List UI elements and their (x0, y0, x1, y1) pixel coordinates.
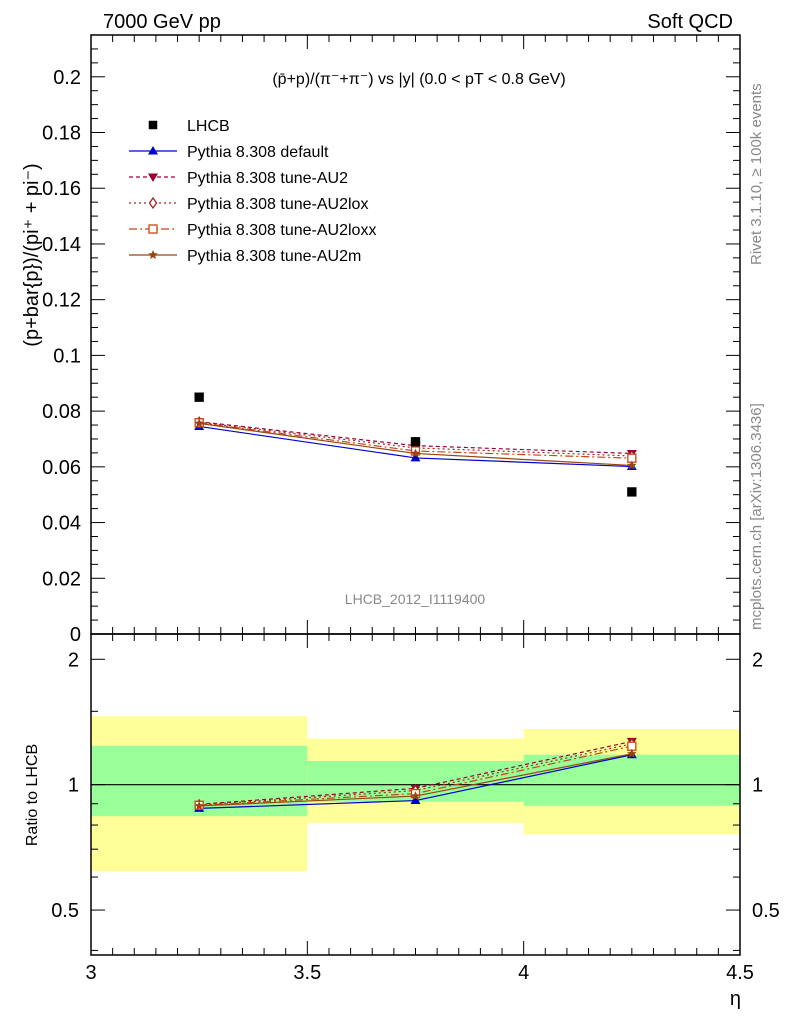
x-tick-label: 4.5 (726, 962, 754, 984)
marker-star (410, 791, 421, 801)
x-tick-label: 3 (85, 962, 96, 984)
header-left: 7000 GeV pp (103, 11, 221, 33)
ratio-tick-label-right: 2 (752, 649, 763, 671)
y-axis-label: (p+bar{p})/(pi⁺ + pi⁻) (21, 163, 43, 346)
ratio-series (194, 737, 637, 812)
marker-star (148, 250, 158, 260)
marker-star (410, 448, 421, 458)
ratio-tick-label: 2 (68, 649, 79, 671)
y-tick-label: 0.16 (42, 178, 81, 200)
header-right: Soft QCD (647, 11, 733, 33)
legend-label: Pythia 8.308 tune-AU2loxx (187, 222, 376, 239)
marker-data-square (410, 437, 421, 447)
rivet-label: Rivet 3.1.10, ≥ 100k events (748, 83, 765, 265)
y-tick-label: 0.18 (42, 123, 81, 145)
marker-star (627, 460, 637, 470)
main-series (194, 392, 637, 497)
legend-label: Pythia 8.308 tune-AU2 (187, 170, 348, 187)
marker-triangle-up (410, 452, 421, 462)
y-tick-label: 0.2 (53, 67, 81, 89)
legend-label: LHCB (187, 118, 230, 135)
legend: LHCB Pythia 8.308 default Pythia 8.308 tun… (129, 118, 376, 265)
marker-diamond (148, 196, 158, 210)
y-tick-label: 0.12 (42, 290, 81, 312)
y-tick-label: 0 (70, 624, 81, 646)
marker-triangle-up (410, 795, 421, 805)
y-tick-label: 0.06 (42, 457, 81, 479)
marker-data-square (194, 392, 204, 402)
watermark: LHCB_2012_I1119400 (345, 591, 486, 607)
marker-triangle-down (148, 173, 158, 182)
y-tick-label: 0.02 (42, 568, 81, 590)
y-tick-label: 0.08 (42, 401, 81, 423)
ratio-axis-label: Ratio to LHCB (24, 744, 41, 846)
legend-label: Pythia 8.308 tune-AU2m (187, 248, 361, 265)
marker-data-square (627, 487, 637, 497)
marker-star (194, 418, 204, 428)
band-inner (523, 754, 740, 806)
x-tick-label: 3.5 (293, 962, 321, 984)
ratio-tick-label: 0.5 (51, 900, 79, 922)
x-tick-label: 4 (518, 962, 529, 984)
ratio-line (199, 745, 632, 806)
ratio-tick-label: 1 (68, 775, 79, 797)
marker-star (627, 748, 637, 758)
ratio-line (199, 740, 632, 805)
marker-star (194, 800, 204, 810)
mcplots-label: mcplots.cern.ch [arXiv:1306.3436] (748, 403, 765, 630)
ratio-tick-label-right: 0.5 (752, 900, 780, 922)
legend-label: Pythia 8.308 tune-AU2lox (187, 196, 368, 213)
ratio-tick-label-right: 1 (752, 775, 763, 797)
marker-data-square (148, 120, 158, 130)
y-tick-label: 0.1 (53, 345, 81, 367)
marker-square (148, 224, 158, 234)
axes: 0 0.02 0.04 0.06 0.08 0.1 0.12 0.14 0.16 0.18 0.2 0… (42, 34, 780, 984)
plot-title: (p̄+p)/(π⁻+π⁻) vs |y| (0.0 < pT < 0.8 Ge… (272, 71, 565, 88)
x-axis-label: η (730, 988, 741, 1010)
ratio-uncertainty-bands (91, 716, 740, 872)
legend-label: Pythia 8.308 default (187, 144, 329, 161)
y-tick-label: 0.04 (42, 513, 81, 535)
marker-triangle-up (148, 146, 158, 155)
y-tick-label: 0.14 (42, 234, 81, 256)
